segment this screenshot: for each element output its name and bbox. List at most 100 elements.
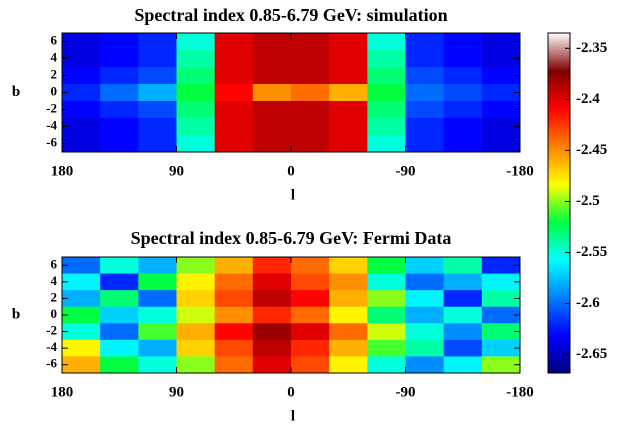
heatmap-cell <box>443 50 483 68</box>
heatmap-cell <box>100 84 139 102</box>
heatmap-cell <box>367 101 406 119</box>
x-tick-label: 90 <box>169 163 184 179</box>
heatmap-cell <box>138 356 177 374</box>
x-tick-label: -180 <box>506 384 534 400</box>
heatmap-cell <box>443 290 483 308</box>
heatmap-cell <box>62 356 101 374</box>
heatmap-cell <box>100 257 139 275</box>
heatmap-cell <box>443 306 483 324</box>
x-tick-label: 0 <box>287 384 295 400</box>
heatmap-cell <box>62 135 101 153</box>
colorbar-tick-label: -2.35 <box>576 40 607 56</box>
heatmap-cell <box>138 50 177 68</box>
heatmap-cell <box>62 323 101 341</box>
y-tick-label: 0 <box>51 306 58 321</box>
heatmap-cell <box>138 323 177 341</box>
heatmap-cell <box>367 50 406 68</box>
heatmap-cell <box>291 101 330 119</box>
heatmap-cell <box>291 50 330 68</box>
heatmap-cell <box>138 273 177 291</box>
heatmap-cell <box>329 306 368 324</box>
heatmap-cell <box>367 118 406 136</box>
heatmap-cell <box>176 323 216 341</box>
heatmap-cell <box>176 33 216 51</box>
heatmap-cell <box>291 290 330 308</box>
heatmap-cell <box>252 323 292 341</box>
heatmap-cell <box>367 306 406 324</box>
heatmap-cell <box>291 306 330 324</box>
heatmap-cell <box>481 135 521 153</box>
heatmap-cell <box>138 101 177 119</box>
heatmap-cell <box>367 33 406 51</box>
heatmap-cell <box>214 84 254 102</box>
heatmap-cell <box>481 50 521 68</box>
x-axis-label: l <box>291 187 295 203</box>
heatmap-cell <box>138 33 177 51</box>
heatmap-cell <box>176 306 216 324</box>
y-tick-label: 4 <box>51 273 58 288</box>
heatmap-cell <box>481 67 521 85</box>
heatmap-cell <box>443 339 483 357</box>
heatmap-cell <box>291 67 330 85</box>
heatmap-cell <box>252 101 292 119</box>
heatmap-cell <box>214 339 254 357</box>
heatmap-cell <box>100 273 139 291</box>
x-tick-label: 180 <box>51 163 74 179</box>
heatmap-cell <box>329 84 368 102</box>
heatmap-cell <box>405 273 445 291</box>
heatmap-cell <box>138 135 177 153</box>
heatmap-cell <box>138 306 177 324</box>
x-tick-label: -180 <box>506 163 534 179</box>
heatmap-cell <box>100 323 139 341</box>
heatmap-cell <box>138 84 177 102</box>
y-tick-label: 6 <box>51 32 58 47</box>
colorbar-tick-label: -2.6 <box>576 295 600 311</box>
heatmap-cell <box>214 290 254 308</box>
heatmap-cell <box>252 67 292 85</box>
heatmap-cell <box>252 84 292 102</box>
y-tick-label: 2 <box>51 289 58 304</box>
heatmap-cell <box>291 323 330 341</box>
heatmap-cell <box>62 33 101 51</box>
heatmap-cell <box>100 67 139 85</box>
heatmap-cell <box>405 306 445 324</box>
heatmap-cell <box>291 135 330 153</box>
y-tick-label: -2 <box>46 323 57 338</box>
heatmap-cell <box>176 339 216 357</box>
x-tick-label: 180 <box>51 384 74 400</box>
heatmap-cell <box>329 33 368 51</box>
heatmap-cell <box>214 323 254 341</box>
heatmap-cell <box>138 290 177 308</box>
heatmap-cell <box>481 273 521 291</box>
heatmap-cell <box>481 101 521 119</box>
heatmap-cell <box>291 273 330 291</box>
heatmap-cell <box>176 135 216 153</box>
heatmap-cell <box>405 356 445 374</box>
heatmap-cell <box>481 290 521 308</box>
colorbar-tick-label: -2.55 <box>576 244 607 260</box>
y-tick-label: -2 <box>46 100 57 115</box>
heatmap-cell <box>100 356 139 374</box>
heatmap-cell <box>481 356 521 374</box>
heatmap-cell <box>176 101 216 119</box>
heatmap-cell <box>252 290 292 308</box>
heatmap-cell <box>214 67 254 85</box>
heatmap-cell <box>62 67 101 85</box>
heatmap-cell <box>367 323 406 341</box>
heatmap-cell <box>214 273 254 291</box>
heatmap-cell <box>176 67 216 85</box>
heatmap-cell <box>138 339 177 357</box>
heatmap-cell <box>443 257 483 275</box>
x-tick-label: 90 <box>169 384 184 400</box>
heatmap-cell <box>138 257 177 275</box>
y-tick-label: -6 <box>46 134 57 149</box>
heatmap-cell <box>176 84 216 102</box>
heatmap-cell <box>443 33 483 51</box>
heatmap-cell <box>329 273 368 291</box>
x-axis-label: l <box>291 408 295 424</box>
heatmap-cell <box>252 33 292 51</box>
y-tick-label: 2 <box>51 66 58 81</box>
heatmap-cell <box>367 339 406 357</box>
heatmap-cell <box>329 118 368 136</box>
heatmap-cell <box>100 135 139 153</box>
